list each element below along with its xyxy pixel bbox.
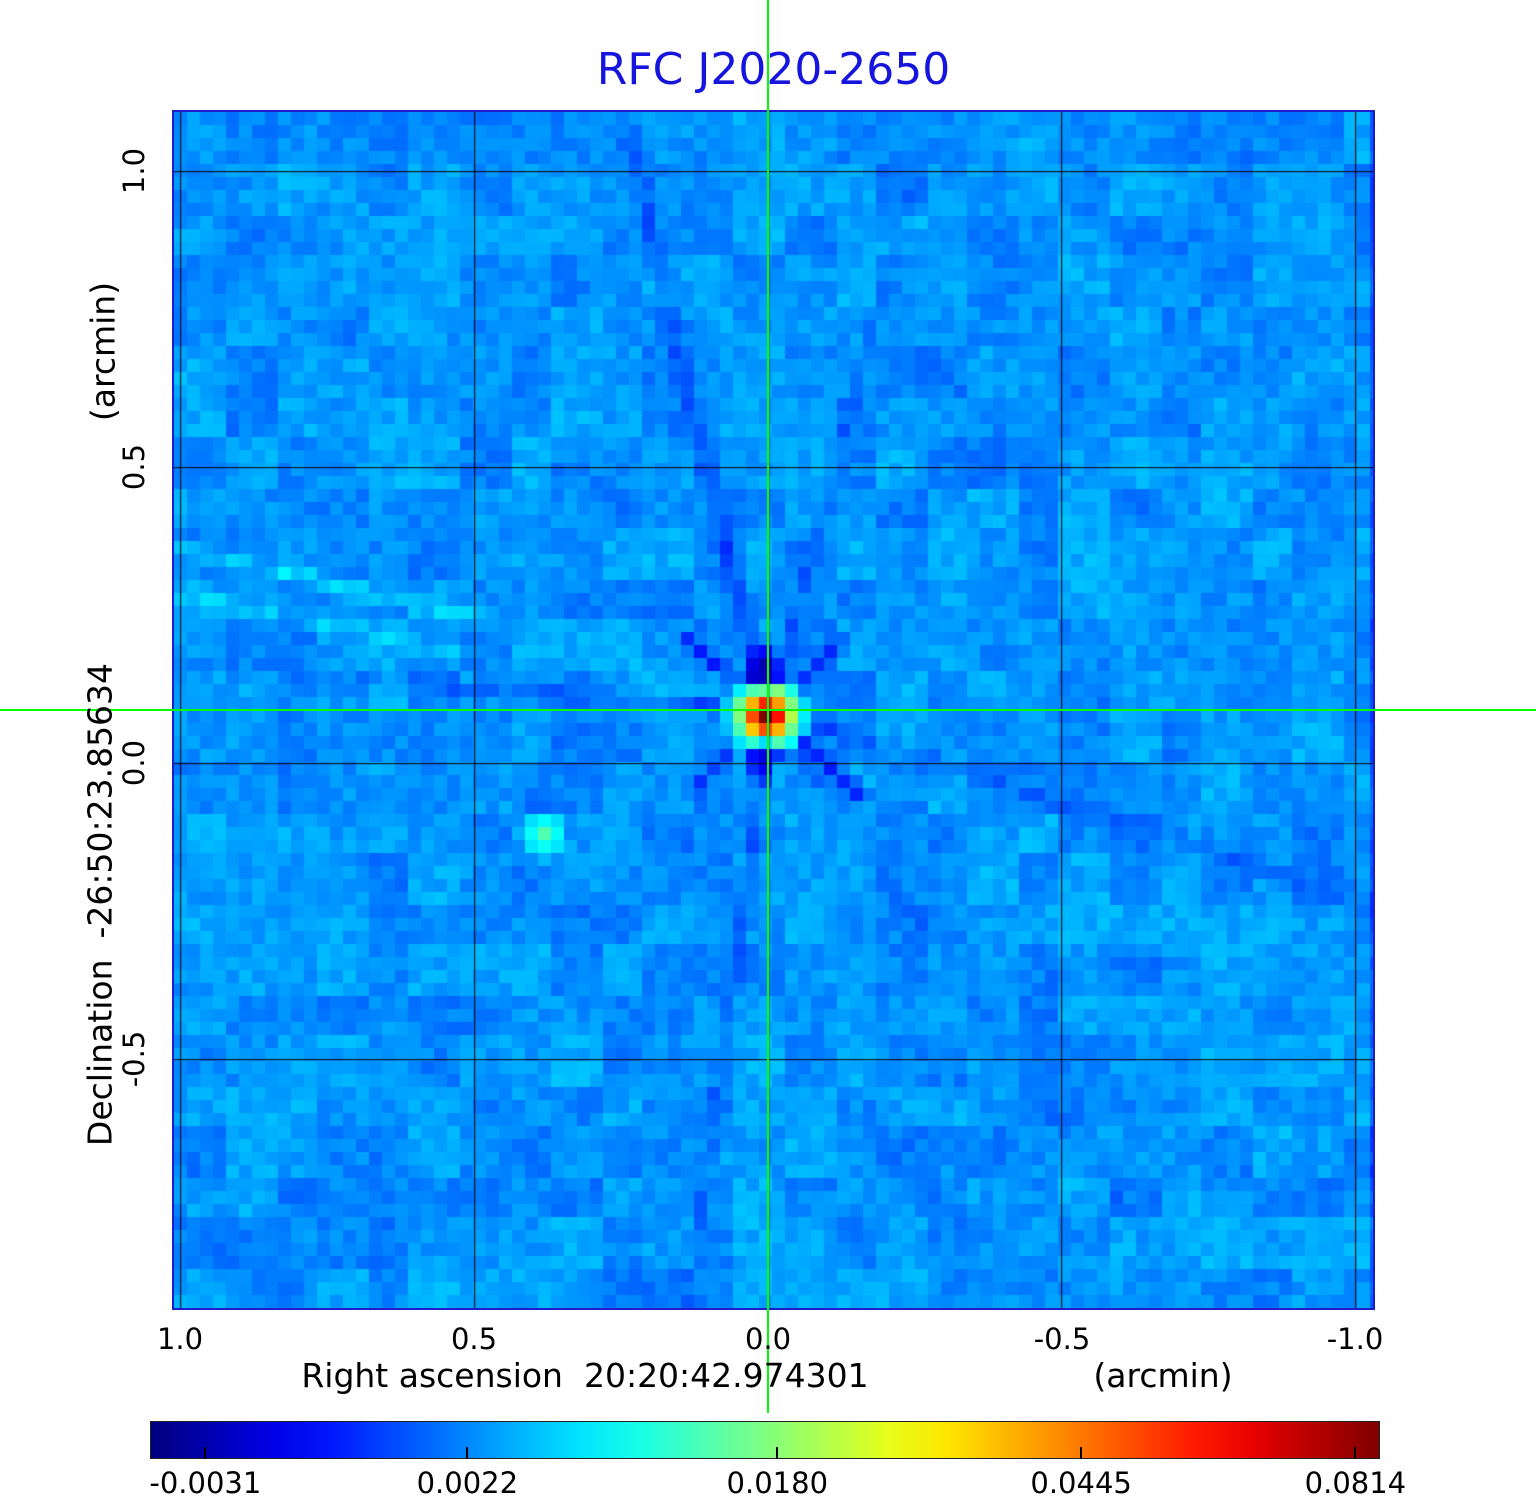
y-axis-label: Declination -26:50:23.85634 — [80, 662, 120, 1147]
colorbar-tick-label: 0.0445 — [1030, 1466, 1132, 1500]
colorbar-tick-mark — [204, 1447, 207, 1459]
colorbar-tick-mark — [466, 1447, 469, 1459]
colorbar-tick-label: 0.0814 — [1304, 1466, 1407, 1500]
x-axis-unit: (arcmin) — [1093, 1356, 1233, 1395]
colorbar-tick-mark — [1080, 1447, 1083, 1459]
crosshair-horizontal-line — [0, 709, 1536, 711]
x-axis-label: Right ascension 20:20:42.974301 — [301, 1356, 869, 1395]
x-tick--0.5: -0.5 — [1033, 1322, 1091, 1356]
y-tick-1.0: 1.0 — [117, 147, 151, 195]
colorbar-tick-mark — [776, 1447, 779, 1459]
y-tick-0.0: 0.0 — [117, 739, 151, 787]
colorbar-tick-label: 0.0180 — [726, 1466, 829, 1500]
y-axis-unit: (arcmin) — [83, 281, 123, 422]
y-tick--0.5: -0.5 — [117, 1030, 151, 1088]
chart-title: RFC J2020-2650 — [596, 44, 951, 95]
crosshair-vertical-line — [767, 0, 769, 1413]
colorbar-tick-label: -0.0031 — [149, 1466, 262, 1500]
colorbar-tick-label: 0.0022 — [416, 1466, 519, 1500]
x-tick-0.5: 0.5 — [450, 1322, 498, 1356]
colorbar-tick-mark — [1354, 1447, 1357, 1459]
x-tick-0.0: 0.0 — [744, 1322, 792, 1356]
colorbar — [150, 1421, 1380, 1459]
x-tick-1.0: 1.0 — [156, 1322, 204, 1356]
x-tick--1.0: -1.0 — [1326, 1322, 1384, 1356]
